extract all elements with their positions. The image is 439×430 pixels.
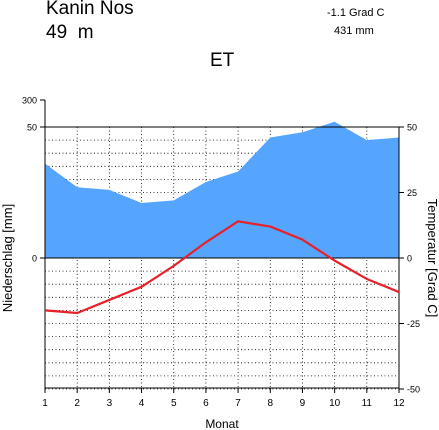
right-axis-label: Temperatur [Grad C] bbox=[425, 199, 439, 318]
x-tick-label: 7 bbox=[235, 398, 241, 409]
x-tick-label: 5 bbox=[171, 398, 177, 409]
x-tick-label: 11 bbox=[362, 398, 373, 409]
x-tick-label: 10 bbox=[329, 398, 341, 409]
left-axis: 300 100 50 0 bbox=[22, 0, 45, 264]
x-axis-label: Monat bbox=[205, 417, 239, 430]
right-tick-label: -25 bbox=[407, 319, 420, 329]
climate-classification: ET bbox=[210, 50, 235, 71]
x-tick-label: 2 bbox=[74, 398, 80, 409]
right-axis: 50 25 0 -25 -50 bbox=[399, 123, 420, 395]
x-tick-label: 8 bbox=[267, 398, 273, 409]
left-tick-label: 0 bbox=[32, 254, 37, 264]
left-tick-label: 300 bbox=[22, 96, 37, 106]
right-tick-label: -50 bbox=[407, 385, 420, 395]
x-tick-label: 4 bbox=[139, 398, 145, 409]
x-tick-label: 1 bbox=[42, 398, 48, 409]
right-tick-label: 50 bbox=[407, 123, 417, 133]
temperature-layer bbox=[44, 220, 400, 315]
temperature-line bbox=[44, 220, 400, 315]
x-tick-label: 9 bbox=[300, 398, 306, 409]
station-name: Kanin Nos bbox=[46, 0, 134, 19]
left-tick-label: 100 bbox=[22, 0, 37, 2]
precipitation-layer bbox=[45, 121, 399, 258]
left-tick-label: 50 bbox=[27, 123, 37, 133]
x-tick-label: 12 bbox=[393, 398, 405, 409]
right-tick-label: 0 bbox=[407, 254, 412, 264]
annual-precipitation: 431 mm bbox=[334, 25, 374, 37]
precipitation-area bbox=[45, 121, 399, 258]
x-axis: 1 2 3 4 5 6 7 8 9 10 11 12 bbox=[42, 388, 405, 409]
x-tick-label: 3 bbox=[107, 398, 113, 409]
x-tick-label: 6 bbox=[203, 398, 209, 409]
station-elevation: 49 m bbox=[46, 22, 94, 43]
right-tick-label: 25 bbox=[407, 188, 417, 198]
left-axis-label: Niederschlag [mm] bbox=[0, 204, 15, 312]
mean-temperature: -1.1 Grad C bbox=[327, 7, 385, 19]
